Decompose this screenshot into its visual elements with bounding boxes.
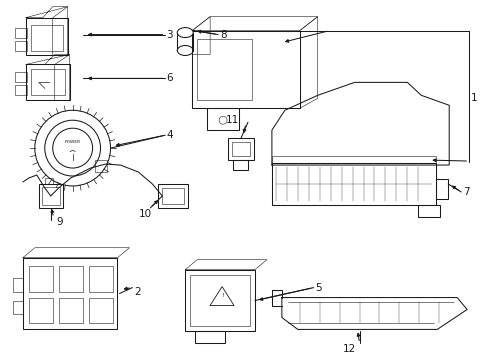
Bar (31, 69, 65, 95)
Bar (272, 156, 436, 163)
Bar (162, 188, 184, 204)
Bar (13, 278, 23, 292)
Bar (272, 163, 436, 205)
Bar (42, 187, 60, 205)
Bar (15, 85, 27, 95)
Bar (26, 18, 68, 55)
Bar (158, 184, 188, 208)
Bar (29, 298, 53, 323)
Bar (15, 72, 27, 82)
Bar (39, 184, 63, 208)
Text: 5: 5 (315, 283, 321, 293)
Bar (195, 332, 225, 343)
Text: 11: 11 (226, 115, 239, 125)
Bar (228, 138, 254, 160)
Text: 4: 4 (166, 130, 173, 140)
Ellipse shape (177, 28, 193, 37)
Text: 9: 9 (57, 217, 63, 227)
Bar (232, 142, 250, 156)
Text: 8: 8 (220, 30, 227, 40)
Bar (23, 258, 118, 329)
Bar (207, 108, 239, 130)
Text: 1: 1 (471, 93, 478, 103)
Bar (15, 41, 27, 50)
Bar (13, 301, 23, 315)
Bar (418, 205, 440, 217)
Bar (190, 275, 250, 327)
Text: 3: 3 (166, 30, 173, 40)
Bar (31, 24, 63, 50)
Bar (192, 31, 300, 108)
Text: 12: 12 (343, 345, 356, 354)
Bar (45, 178, 53, 184)
Text: 10: 10 (138, 209, 151, 219)
Text: 2: 2 (134, 287, 141, 297)
Text: 6: 6 (166, 73, 173, 84)
Bar (436, 179, 448, 199)
Bar (185, 270, 255, 332)
Bar (15, 28, 27, 37)
Bar (95, 160, 106, 172)
Bar (29, 266, 53, 292)
Bar (59, 298, 83, 323)
Bar (59, 266, 83, 292)
Bar (197, 39, 252, 100)
Bar (89, 298, 113, 323)
Text: 7: 7 (463, 187, 470, 197)
Text: !: ! (221, 293, 223, 298)
Text: POWER: POWER (65, 140, 81, 144)
Bar (233, 160, 248, 170)
Bar (26, 64, 70, 100)
Bar (89, 266, 113, 292)
